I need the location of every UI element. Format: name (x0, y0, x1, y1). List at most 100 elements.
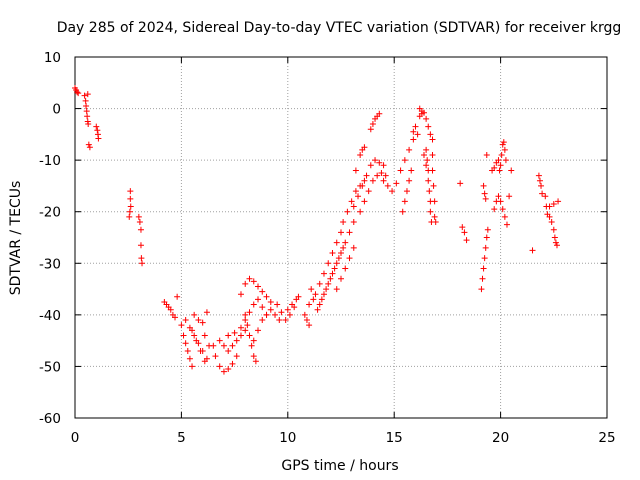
data-point (138, 255, 145, 262)
data-point (499, 206, 506, 213)
data-point (189, 327, 196, 334)
data-point (480, 182, 487, 189)
x-tick-label: 0 (71, 430, 80, 446)
data-point (325, 260, 332, 267)
data-point (284, 306, 291, 313)
data-point (263, 293, 270, 300)
data-point (401, 157, 408, 164)
data-point (459, 224, 466, 231)
data-point (237, 291, 244, 298)
data-point (303, 317, 310, 324)
data-point (85, 141, 92, 148)
data-point (361, 144, 368, 151)
data-point (201, 358, 208, 365)
data-point (81, 92, 88, 99)
data-point (506, 193, 513, 200)
data-point (195, 317, 202, 324)
data-point (357, 208, 364, 215)
y-tick-label: -30 (39, 256, 61, 272)
data-point (212, 353, 219, 360)
data-point (365, 188, 372, 195)
data-point (127, 188, 134, 195)
data-point (231, 329, 238, 336)
data-point (276, 317, 283, 324)
data-point (538, 182, 545, 189)
data-point (320, 291, 327, 298)
data-point (255, 283, 262, 290)
data-point (376, 159, 383, 166)
data-point (423, 162, 430, 169)
data-point (84, 91, 91, 98)
data-point (430, 182, 437, 189)
data-point (361, 198, 368, 205)
data-point (546, 213, 553, 220)
data-point (316, 280, 323, 287)
data-point (555, 198, 562, 205)
x-tick-labels: 0 5 10 15 20 25 (71, 430, 616, 446)
data-point (289, 301, 296, 308)
data-point (263, 311, 270, 318)
data-point (342, 265, 349, 272)
data-point (425, 177, 432, 184)
data-point (426, 188, 433, 195)
data-point (197, 347, 204, 354)
data-point (482, 244, 489, 251)
data-point (191, 311, 198, 318)
data-point (359, 182, 366, 189)
data-point (329, 270, 336, 277)
data-point (427, 131, 434, 138)
data-point (378, 170, 385, 177)
data-point (191, 332, 198, 339)
data-point (495, 193, 502, 200)
data-point (429, 151, 436, 158)
data-point (233, 337, 240, 344)
data-point (189, 363, 196, 370)
data-point (126, 208, 133, 215)
y-tick-label: -60 (39, 411, 61, 427)
data-point (333, 286, 340, 293)
data-point (295, 293, 302, 300)
data-point (432, 219, 439, 226)
data-point (225, 332, 232, 339)
data-point (499, 141, 506, 148)
data-point (352, 167, 359, 174)
data-point (496, 167, 503, 174)
grid-lines (75, 57, 607, 418)
data-point (250, 278, 257, 285)
data-point (431, 213, 438, 220)
y-tick-label: -10 (39, 153, 61, 169)
data-point (478, 286, 485, 293)
data-point (237, 332, 244, 339)
y-tick-label: 0 (52, 102, 61, 118)
data-point (174, 293, 181, 300)
data-point (127, 203, 134, 210)
data-point (399, 208, 406, 215)
data-point (182, 340, 189, 347)
data-point (316, 301, 323, 308)
data-point (491, 164, 498, 171)
data-point (335, 255, 342, 262)
data-point (267, 298, 274, 305)
data-point (389, 188, 396, 195)
data-point (429, 136, 436, 143)
data-point (406, 146, 413, 153)
data-point (403, 188, 410, 195)
data-point (427, 208, 434, 215)
data-point (367, 126, 374, 133)
data-point (193, 337, 200, 344)
y-tick-label: -50 (39, 359, 61, 375)
data-point (414, 131, 421, 138)
data-point (425, 123, 432, 130)
data-point (550, 226, 557, 233)
data-point (380, 162, 387, 169)
data-point (483, 151, 490, 158)
data-point (83, 108, 90, 115)
data-point (342, 239, 349, 246)
data-point (216, 363, 223, 370)
data-point (180, 332, 187, 339)
data-point (94, 127, 101, 134)
data-point (244, 322, 251, 329)
data-point (199, 319, 206, 326)
data-point (250, 337, 257, 344)
data-point (348, 198, 355, 205)
